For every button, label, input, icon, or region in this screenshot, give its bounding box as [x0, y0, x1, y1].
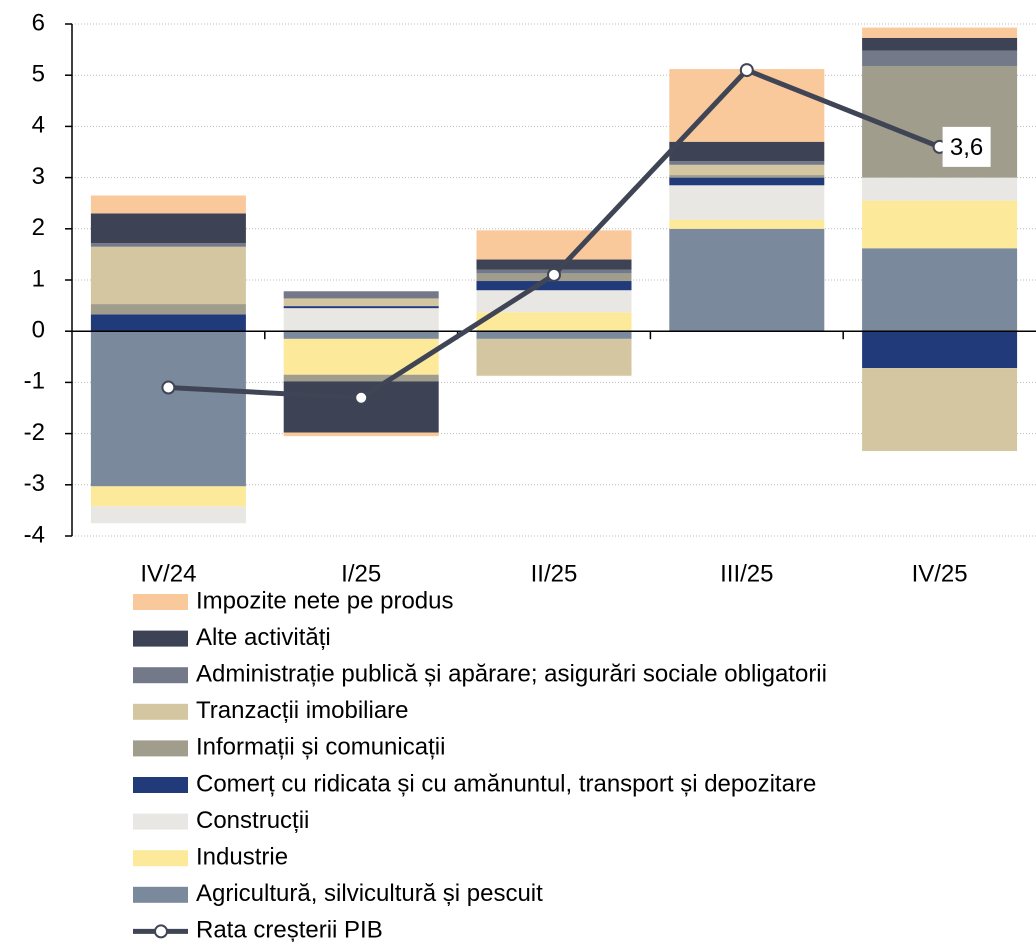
bar-segment — [476, 259, 632, 270]
x-tick-label: IV/25 — [912, 560, 968, 587]
y-tick-label: 1 — [32, 265, 45, 292]
legend-label: Impozite nete pe produs — [196, 587, 454, 614]
bar-segment — [862, 27, 1018, 38]
bar-segment — [669, 177, 825, 186]
bar-segment — [476, 290, 632, 313]
legend-label: Alte activități — [196, 624, 331, 651]
legend-swatch — [133, 850, 188, 867]
y-tick-label: 5 — [32, 61, 45, 88]
y-tick-label: 3 — [32, 163, 45, 190]
legend-label: Agricultură, silvicultură și pescuit — [196, 880, 543, 907]
legend-label: Administrație publică și apărare; asigur… — [196, 661, 827, 688]
legend-swatch — [133, 594, 188, 610]
gdp-marker — [354, 390, 369, 405]
bar-segment — [862, 50, 1018, 66]
bar-segment — [90, 195, 246, 214]
bar-segment — [669, 69, 825, 142]
bar-segment — [283, 331, 439, 339]
bar-segment — [90, 486, 246, 507]
bar-segment — [283, 306, 439, 309]
legend-label: Comerț cu ridicata și cu amănuntul, tran… — [196, 770, 816, 797]
legend-swatch — [133, 703, 188, 720]
x-tick-label: IV/24 — [140, 560, 196, 587]
x-tick-label: I/25 — [341, 560, 381, 587]
y-tick-label: -3 — [24, 470, 45, 497]
y-tick-label: -2 — [24, 419, 45, 446]
gdp-marker — [161, 380, 176, 395]
bar-segment — [862, 248, 1018, 332]
bar-segment — [669, 219, 825, 229]
bar-segment — [862, 200, 1018, 249]
value-label-box — [942, 126, 991, 167]
bar-segment — [90, 246, 246, 305]
bar-segment — [862, 331, 1018, 369]
bar-segment — [283, 381, 439, 433]
bar-segment — [862, 368, 1018, 452]
bar-segment — [862, 37, 1018, 51]
gdp-marker — [547, 267, 561, 282]
bar-segment — [90, 213, 246, 244]
bar-segment — [90, 243, 246, 247]
bar-segment — [476, 230, 632, 260]
bar-segment — [283, 374, 439, 382]
bar-segment — [669, 228, 825, 332]
legend-label: Industrie — [196, 844, 288, 871]
bar-segment — [90, 506, 246, 524]
bar-segment — [669, 175, 825, 178]
legend-label: Informații și comunicații — [196, 734, 445, 761]
legend-label: Tranzacții imobiliare — [196, 697, 409, 724]
bar-segment — [283, 291, 439, 299]
bar-segment — [862, 65, 1018, 178]
y-tick-label: 6 — [32, 9, 45, 36]
bar-segment — [476, 281, 632, 291]
bar-segment — [283, 298, 439, 307]
y-tick-label: -1 — [24, 368, 45, 395]
bar-segment — [669, 185, 825, 220]
legend-swatch — [133, 777, 188, 793]
y-tick-label: 2 — [32, 214, 45, 241]
y-tick-label: 0 — [32, 317, 45, 344]
legend-swatch — [133, 740, 188, 757]
gdp-marker — [739, 63, 754, 78]
bar-segment — [669, 164, 825, 176]
bar-segment — [476, 331, 632, 339]
bar-segment — [862, 177, 1018, 201]
legend-label: Rata creșterii PIB — [196, 917, 383, 942]
bar-segment — [90, 304, 246, 315]
legend-label: Construcții — [196, 807, 309, 834]
bar-segment — [669, 141, 825, 162]
legend-swatch — [133, 667, 188, 684]
x-tick-label: II/25 — [531, 560, 578, 587]
bar-segment — [90, 314, 246, 332]
bar-segment — [90, 331, 246, 487]
bar-segment — [283, 308, 439, 332]
legend-swatch — [133, 886, 188, 903]
legend-swatch — [133, 630, 188, 647]
bar-segment — [476, 338, 632, 376]
bar-segment — [669, 161, 825, 165]
bar-segment — [283, 338, 439, 375]
legend-marker — [154, 924, 168, 939]
bar-segment — [283, 432, 439, 437]
value-label: 3,6 — [950, 134, 983, 161]
bar-segment — [476, 312, 632, 332]
y-tick-label: -4 — [24, 521, 45, 548]
y-tick-label: 4 — [32, 112, 45, 139]
legend-swatch — [133, 813, 188, 830]
x-tick-label: III/25 — [720, 560, 773, 587]
